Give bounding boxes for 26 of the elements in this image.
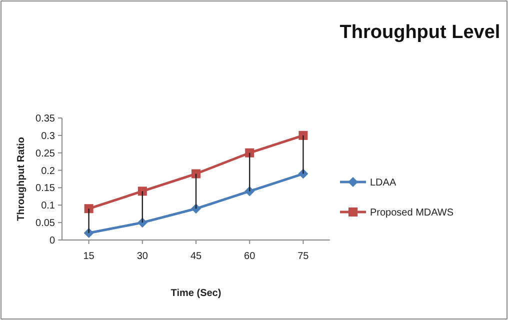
y-axis-title: Throughput Ratio xyxy=(16,137,27,221)
y-tick-label: 0.35 xyxy=(36,114,56,124)
x-tick-label: 30 xyxy=(136,251,148,262)
point xyxy=(244,186,255,196)
x-axis-title: Time (Sec) xyxy=(170,288,222,299)
y-tick-label: 0.25 xyxy=(36,148,56,160)
legend-label: LDAA xyxy=(370,178,396,188)
y-tick-label: 0 xyxy=(49,236,56,246)
x-tick-label: 75 xyxy=(298,251,310,262)
point xyxy=(192,169,200,178)
y-tick-label: 0.3 xyxy=(41,130,56,142)
point xyxy=(84,204,94,214)
legend-label: Proposed MDAWS xyxy=(370,208,454,218)
point xyxy=(137,218,148,228)
y-tick-label: 0.15 xyxy=(36,183,56,194)
x-tick-label: 15 xyxy=(83,251,95,262)
point xyxy=(138,186,147,196)
text: Throughput Level xyxy=(340,22,500,43)
y-tick-label: 0.05 xyxy=(36,218,56,230)
x-tick-label: 60 xyxy=(244,251,256,262)
point xyxy=(245,148,254,158)
point xyxy=(191,204,201,214)
y-tick-label: 0.2 xyxy=(41,166,56,177)
x-tick-label: 45 xyxy=(190,251,202,262)
y-tick-label: 0.1 xyxy=(41,200,56,212)
point xyxy=(298,130,308,140)
